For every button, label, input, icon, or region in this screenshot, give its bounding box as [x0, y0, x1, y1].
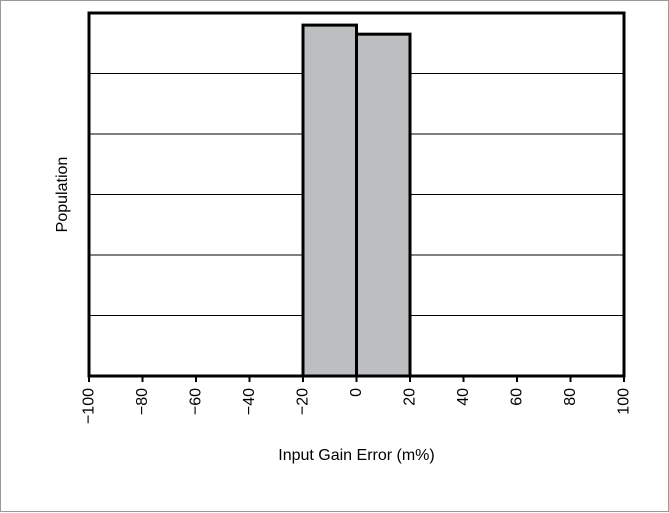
x-tick-label: −20: [295, 388, 312, 415]
x-tick-label: −100: [81, 388, 98, 424]
x-tick-label: 20: [402, 388, 419, 406]
x-tick-labels: −100 −80 −60 −40 −20 0 20 40 60 80 100: [81, 388, 633, 424]
x-ticks: [88, 376, 625, 382]
x-tick-label: −80: [134, 388, 151, 415]
x-tick-label: 80: [562, 388, 579, 406]
x-tick-label: 60: [509, 388, 526, 406]
histogram-bar-2: [355, 32, 412, 378]
histogram-bar-1: [301, 23, 358, 378]
x-axis-label: Input Gain Error (m%): [278, 447, 434, 464]
y-axis-label: Population: [54, 157, 71, 233]
x-tick-label: −60: [188, 388, 205, 415]
x-tick-label: 0: [348, 388, 365, 397]
x-tick-label: 40: [455, 388, 472, 406]
x-tick-label: −40: [241, 388, 258, 415]
x-tick-label: 100: [616, 388, 633, 415]
bars: [301, 23, 412, 378]
